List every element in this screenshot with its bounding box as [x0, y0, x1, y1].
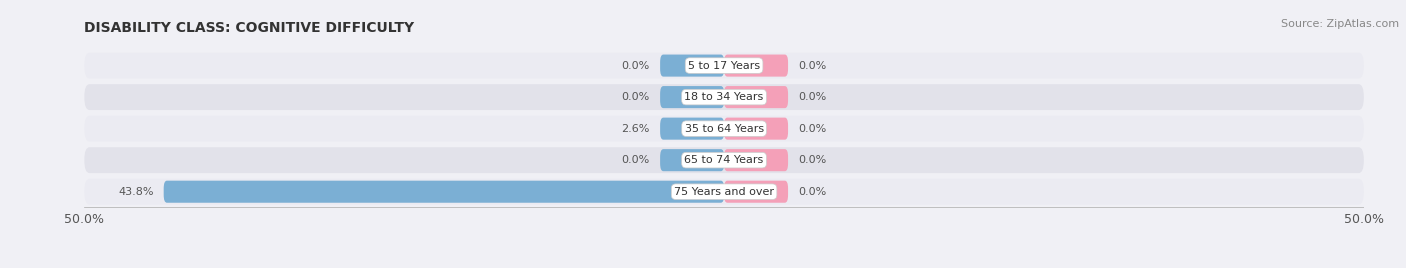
Text: 5 to 17 Years: 5 to 17 Years: [688, 61, 761, 70]
Text: 43.8%: 43.8%: [118, 187, 153, 197]
Text: Source: ZipAtlas.com: Source: ZipAtlas.com: [1281, 19, 1399, 29]
Text: 0.0%: 0.0%: [621, 92, 650, 102]
Text: 18 to 34 Years: 18 to 34 Years: [685, 92, 763, 102]
Text: 0.0%: 0.0%: [799, 155, 827, 165]
FancyBboxPatch shape: [724, 86, 787, 108]
FancyBboxPatch shape: [84, 116, 1364, 142]
FancyBboxPatch shape: [84, 179, 1364, 205]
Text: 65 to 74 Years: 65 to 74 Years: [685, 155, 763, 165]
FancyBboxPatch shape: [661, 118, 724, 140]
FancyBboxPatch shape: [661, 149, 724, 171]
Text: 0.0%: 0.0%: [799, 124, 827, 134]
Text: DISABILITY CLASS: COGNITIVE DIFFICULTY: DISABILITY CLASS: COGNITIVE DIFFICULTY: [84, 21, 415, 35]
FancyBboxPatch shape: [84, 53, 1364, 79]
Text: 75 Years and over: 75 Years and over: [673, 187, 775, 197]
Text: 0.0%: 0.0%: [799, 187, 827, 197]
Text: 2.6%: 2.6%: [621, 124, 650, 134]
FancyBboxPatch shape: [84, 147, 1364, 173]
FancyBboxPatch shape: [724, 118, 787, 140]
Text: 0.0%: 0.0%: [799, 61, 827, 70]
FancyBboxPatch shape: [724, 55, 787, 77]
FancyBboxPatch shape: [84, 84, 1364, 110]
FancyBboxPatch shape: [163, 181, 724, 203]
FancyBboxPatch shape: [661, 86, 724, 108]
FancyBboxPatch shape: [661, 55, 724, 77]
Text: 35 to 64 Years: 35 to 64 Years: [685, 124, 763, 134]
Text: 0.0%: 0.0%: [621, 155, 650, 165]
FancyBboxPatch shape: [724, 149, 787, 171]
FancyBboxPatch shape: [724, 181, 787, 203]
Text: 0.0%: 0.0%: [799, 92, 827, 102]
Text: 0.0%: 0.0%: [621, 61, 650, 70]
